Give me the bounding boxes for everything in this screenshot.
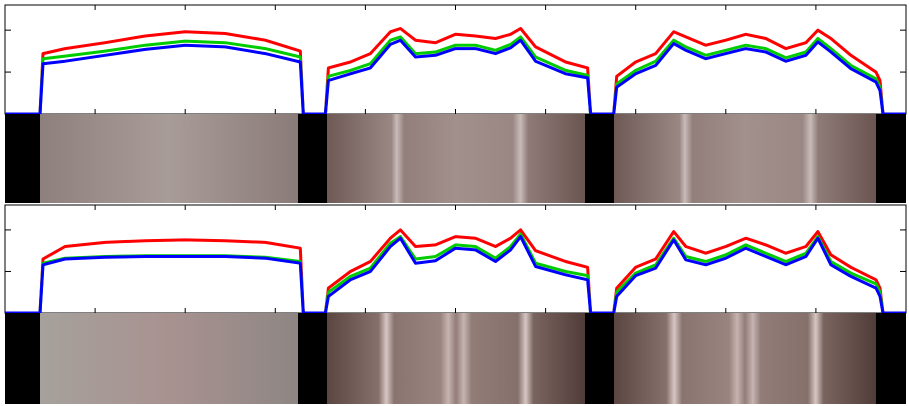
strip-image	[327, 114, 585, 203]
plot-frame	[4, 204, 907, 314]
strip-image	[40, 114, 298, 203]
strip-image	[614, 313, 876, 404]
series-line	[5, 35, 906, 116]
image-strip-top	[5, 114, 906, 203]
strip-image	[40, 313, 298, 404]
series-line	[5, 228, 906, 315]
strip-image	[327, 313, 585, 404]
series-line	[5, 27, 906, 116]
image-strip-bottom	[5, 313, 906, 404]
series-line	[5, 38, 906, 116]
plot-frame	[4, 4, 907, 115]
series-line	[5, 235, 906, 315]
strip-image	[614, 114, 876, 203]
